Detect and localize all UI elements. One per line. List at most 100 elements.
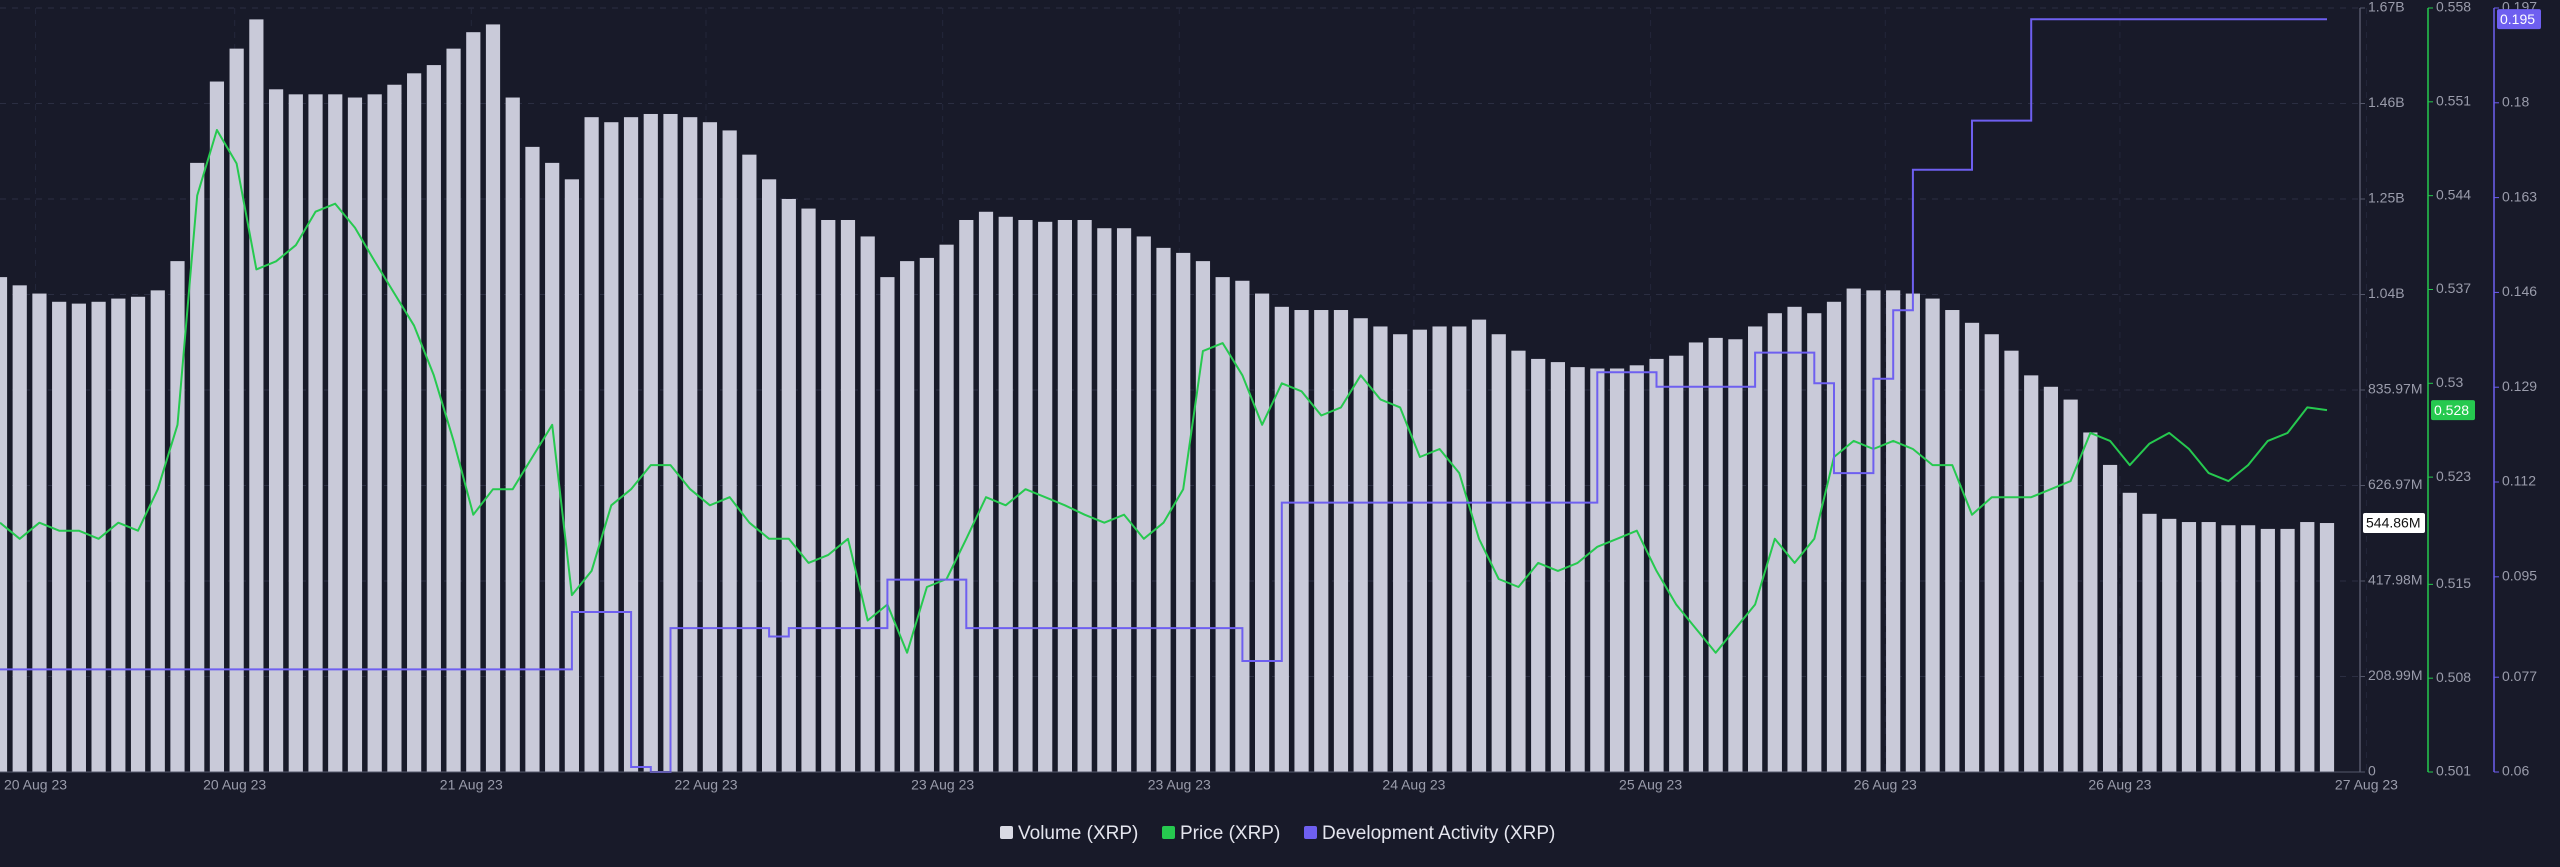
volume-bar	[1531, 358, 1546, 772]
last-value-badge	[2497, 9, 2541, 30]
volume-bar	[2319, 523, 2335, 772]
volume-bar	[1116, 228, 1132, 772]
volume-bar	[1294, 310, 1309, 772]
x-tick-label: 25 Aug 23	[1619, 777, 1682, 793]
volume-bar	[525, 146, 540, 773]
volume-bar	[446, 48, 461, 772]
y-tick-label: 208.99M	[2368, 667, 2422, 683]
x-tick-label: 26 Aug 23	[2088, 777, 2151, 793]
y3-tick-label: 0.18	[2502, 94, 2529, 110]
last-value-label: 0.195	[2500, 11, 2535, 27]
last-value-label: 0.528	[2434, 402, 2469, 418]
volume-bar	[1097, 228, 1112, 772]
volume-bar	[2083, 432, 2098, 772]
x-tick-label: 23 Aug 23	[911, 777, 974, 793]
volume-bar	[2122, 492, 2137, 772]
volume-bar	[52, 301, 67, 772]
volume-bar	[1333, 310, 1349, 772]
volume-bar	[1511, 350, 1526, 772]
volume-bar	[1353, 318, 1368, 772]
volume-bar	[919, 257, 934, 772]
y2-tick-label: 0.523	[2436, 468, 2471, 484]
volume-bar	[1708, 337, 1723, 772]
volume-bar	[111, 298, 126, 772]
volume-bar	[643, 113, 658, 772]
volume-bar	[130, 296, 146, 772]
y-tick-label: 0	[2368, 763, 2376, 779]
volume-bar	[1195, 261, 1211, 772]
volume-bar	[880, 277, 895, 772]
volume-bar	[564, 179, 579, 773]
volume-bar	[347, 97, 363, 773]
volume-bar	[939, 244, 954, 772]
price-line	[0, 129, 2328, 654]
y2-tick-label: 0.537	[2436, 280, 2471, 296]
legend-label: Price (XRP)	[1180, 823, 1280, 844]
volume-bar	[1373, 326, 1388, 772]
volume-bar	[623, 117, 639, 772]
volume-bar	[1432, 326, 1447, 772]
volume-bar	[1452, 326, 1467, 772]
y3-tick-label: 0.146	[2502, 283, 2537, 299]
volume-bar	[2201, 522, 2216, 772]
volume-bar	[781, 198, 796, 772]
x-tick-label: 24 Aug 23	[1382, 777, 1445, 793]
legend: Volume (XRP) Price (XRP) Development Activ…	[1000, 823, 1555, 844]
x-tick-label: 20 Aug 23	[4, 777, 67, 793]
volume-bar	[2241, 525, 2256, 772]
volume-bar	[1412, 329, 1427, 772]
volume-bar	[367, 94, 382, 773]
volume-bar	[1471, 319, 1487, 772]
volume-bar	[702, 122, 718, 772]
volume-bar	[1787, 306, 1802, 772]
volume-bar	[1669, 355, 1684, 772]
legend-swatch	[1304, 826, 1317, 839]
y-tick-label: 1.46B	[2368, 94, 2405, 110]
volume-bar	[209, 81, 225, 773]
volume-bar	[900, 261, 915, 772]
volume-bar	[328, 94, 343, 773]
volume-bar	[1136, 236, 1151, 773]
volume-bar	[840, 219, 856, 772]
volume-bar	[1255, 293, 1270, 772]
y3-tick-label: 0.112	[2502, 473, 2536, 489]
volume-bar	[2221, 525, 2236, 772]
volume-bar	[1984, 334, 1999, 772]
volume-bar	[2102, 464, 2118, 772]
y-tick-label: 835.97M	[2368, 381, 2422, 397]
volume-bar	[1728, 339, 1743, 772]
y-tick-label: 626.97M	[2368, 476, 2422, 492]
volume-bar	[2043, 386, 2059, 772]
volume-bar	[1550, 362, 1566, 772]
volume-bar	[2280, 528, 2295, 772]
x-tick-label: 20 Aug 23	[203, 777, 266, 793]
volume-bar	[2260, 528, 2275, 772]
volume-bar	[32, 293, 47, 772]
volume-bar	[150, 290, 165, 772]
volume-bar	[2063, 399, 2078, 772]
y2-tick-label: 0.515	[2436, 575, 2471, 591]
x-tick-label: 23 Aug 23	[1148, 777, 1211, 793]
volume-bar	[170, 261, 185, 772]
volume-bar	[1314, 310, 1329, 772]
volume-bar	[1018, 219, 1033, 772]
y3-tick-label: 0.06	[2502, 763, 2529, 779]
volume-bar	[1235, 280, 1250, 772]
y-tick-label: 1.04B	[2368, 285, 2405, 301]
volume-bar	[426, 65, 441, 773]
y3-tick-label: 0.095	[2502, 568, 2537, 584]
volume-bar	[12, 285, 27, 772]
volume-bar	[998, 216, 1013, 772]
x-tick-label: 26 Aug 23	[1854, 777, 1917, 793]
x-tick-label: 21 Aug 23	[440, 777, 503, 793]
volume-bar	[821, 219, 836, 772]
y2-tick-label: 0.551	[2436, 93, 2471, 109]
volume-bar	[959, 219, 974, 772]
volume-bar	[1077, 219, 1092, 772]
volume-bar	[1057, 219, 1072, 772]
volume-bar	[407, 73, 422, 773]
volume-bar	[1846, 288, 1861, 772]
volume-bar	[978, 211, 994, 772]
volume-bar	[1945, 310, 1960, 772]
volume-bar	[1748, 326, 1763, 772]
